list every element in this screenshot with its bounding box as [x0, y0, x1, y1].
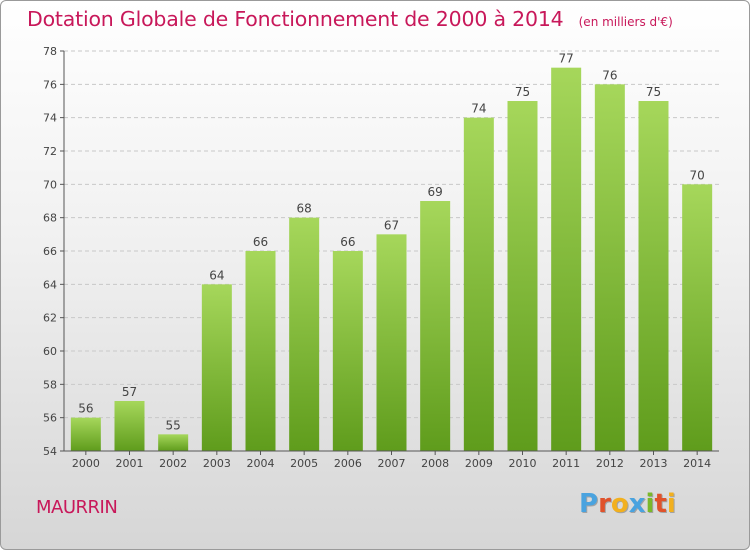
- data-label: 55: [166, 418, 181, 432]
- x-tick-label: 2007: [378, 457, 406, 470]
- logo-letter: o: [610, 489, 629, 519]
- y-tick-label: 56: [43, 412, 57, 425]
- data-label: 70: [690, 168, 705, 182]
- bar: [376, 234, 407, 451]
- axis-layer: 54 56 58 60 62 64 66 68 70 72 74 76 78 2000 2001 2002 20…: [43, 45, 719, 470]
- bar: [114, 401, 145, 451]
- bar: [463, 117, 494, 452]
- logo-letter: x: [628, 489, 646, 519]
- x-tick-label: 2001: [116, 457, 144, 470]
- y-tick-label: 72: [43, 145, 57, 158]
- data-label: 69: [428, 185, 443, 199]
- bar: [682, 184, 713, 452]
- y-tick-label: 70: [43, 178, 57, 191]
- y-tick-label: 74: [43, 112, 57, 125]
- place-name: MAURRIN: [36, 497, 118, 518]
- data-label: 76: [602, 68, 617, 82]
- x-tick-label: 2012: [596, 457, 624, 470]
- bar: [332, 251, 363, 451]
- x-tick-label: 2014: [683, 457, 711, 470]
- x-tick-label: 2013: [640, 457, 668, 470]
- bar: [70, 417, 101, 451]
- proxiti-logo: Proxiti: [579, 489, 676, 519]
- bar: [158, 434, 189, 451]
- bar: [507, 101, 538, 451]
- logo-letter: r: [598, 489, 611, 519]
- x-tick-label: 2009: [465, 457, 493, 470]
- logo-letter: P: [579, 489, 599, 519]
- data-label: 75: [646, 85, 661, 99]
- x-tick-label: 2005: [290, 457, 318, 470]
- x-tick-label: 2008: [421, 457, 449, 470]
- data-label: 74: [471, 102, 486, 116]
- bar: [551, 67, 582, 452]
- x-tick-label: 2011: [552, 457, 580, 470]
- bar: [245, 251, 276, 451]
- x-tick-label: 2004: [247, 457, 275, 470]
- data-label: 64: [209, 268, 224, 282]
- logo-letter: i: [666, 489, 676, 519]
- y-tick-label: 66: [43, 245, 57, 258]
- bar: [594, 84, 625, 451]
- x-tick-label: 2003: [203, 457, 231, 470]
- x-tick-label: 2000: [72, 457, 100, 470]
- data-label: 68: [297, 202, 312, 216]
- logo-letter: i: [645, 489, 655, 519]
- data-label: 77: [559, 52, 574, 66]
- data-label: 56: [78, 402, 93, 416]
- logo-letter: t: [654, 489, 667, 519]
- y-tick-label: 62: [43, 312, 57, 325]
- x-tick-label: 2006: [334, 457, 362, 470]
- chart-unit: (en milliers d'€): [578, 15, 673, 29]
- y-tick-label: 58: [43, 378, 57, 391]
- data-label: 66: [253, 235, 268, 249]
- x-tick-label: 2002: [159, 457, 187, 470]
- bar: [201, 284, 232, 451]
- x-tick-label: 2010: [509, 457, 537, 470]
- bar: [420, 201, 451, 451]
- title-row: Dotation Globale de Fonctionnement de 20…: [27, 7, 673, 31]
- y-tick-label: 68: [43, 212, 57, 225]
- y-tick-label: 54: [43, 445, 57, 458]
- y-tick-label: 76: [43, 78, 57, 91]
- y-tick-label: 60: [43, 345, 57, 358]
- data-label: 66: [340, 235, 355, 249]
- bar: [638, 101, 669, 451]
- data-label: 75: [515, 85, 530, 99]
- bar: [289, 217, 320, 451]
- data-label: 57: [122, 385, 137, 399]
- y-tick-label: 78: [43, 45, 57, 58]
- bar-layer: 56 57 55 64 66 68 66 67 69 74 75 77 76 75 70: [70, 52, 713, 452]
- chart-title: Dotation Globale de Fonctionnement de 20…: [27, 7, 564, 31]
- data-label: 67: [384, 218, 399, 232]
- y-tick-label: 64: [43, 278, 57, 291]
